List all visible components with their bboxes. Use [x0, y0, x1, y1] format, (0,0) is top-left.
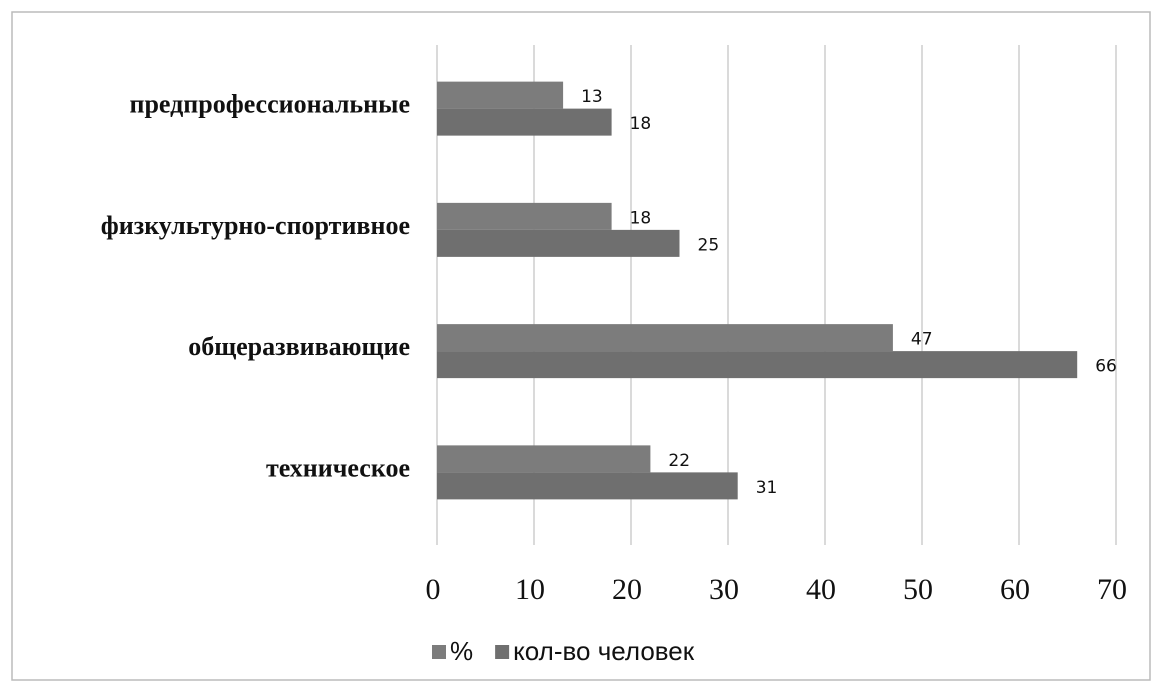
x-tick-label: 30 — [709, 573, 739, 606]
x-tick-label: 0 — [426, 573, 441, 606]
x-tick-label: 50 — [903, 573, 933, 606]
bar — [437, 324, 893, 352]
y-tick-label: физкультурно-спортивное — [101, 211, 410, 240]
bar — [437, 351, 1078, 379]
legend-swatch — [495, 645, 510, 659]
value-label: 18 — [630, 208, 652, 228]
legend-label: кол-во человек — [513, 636, 695, 666]
x-tick-label: 20 — [612, 573, 642, 606]
y-tick-label: общеразвивающие — [188, 332, 410, 361]
bar — [437, 445, 651, 473]
value-label: 66 — [1095, 357, 1117, 377]
legend-swatch — [432, 645, 446, 659]
value-label: 18 — [630, 114, 652, 134]
bar — [437, 472, 738, 500]
value-label: 47 — [911, 330, 933, 350]
x-tick-label: 10 — [515, 573, 545, 606]
x-tick-label: 40 — [806, 573, 836, 606]
value-label: 31 — [756, 478, 778, 498]
value-label: 22 — [668, 451, 690, 471]
value-label: 25 — [698, 235, 720, 255]
bar — [437, 229, 680, 257]
bar — [437, 202, 612, 230]
x-tick-label: 60 — [1000, 573, 1030, 606]
value-label: 13 — [581, 87, 603, 107]
bar — [437, 81, 564, 109]
bar — [437, 108, 612, 136]
y-tick-label: техническое — [266, 453, 410, 482]
y-tick-label: предпрофессиональные — [129, 90, 410, 119]
legend-label: % — [450, 636, 473, 666]
x-tick-label: 70 — [1097, 573, 1127, 606]
